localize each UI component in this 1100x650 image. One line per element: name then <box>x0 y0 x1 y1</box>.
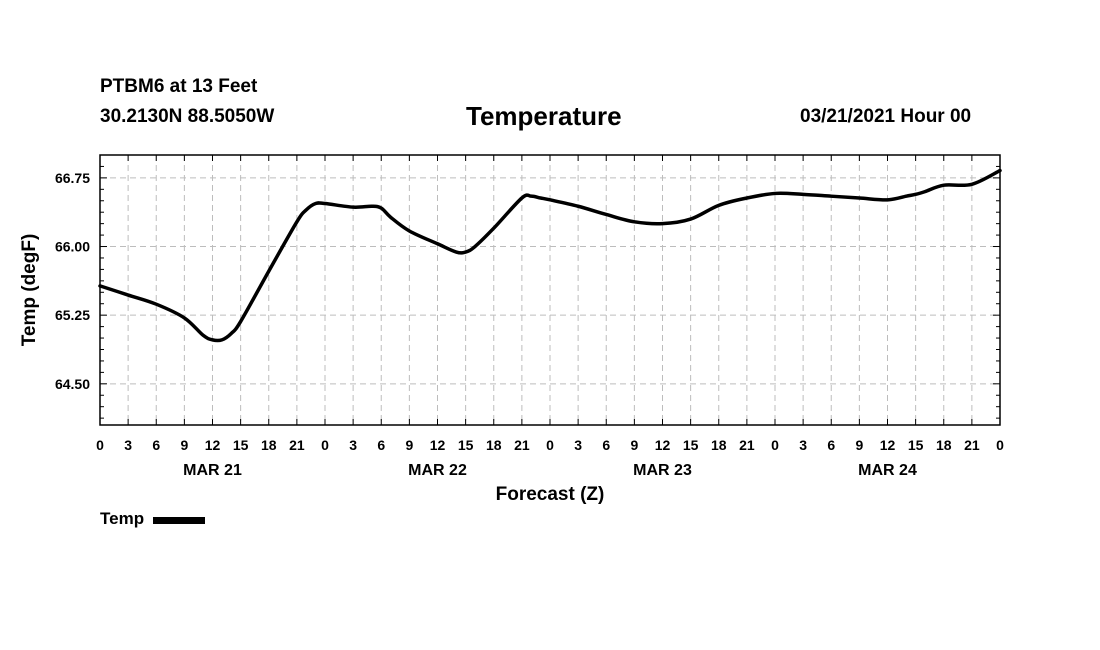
x-tick-label: 15 <box>458 437 474 453</box>
x-tick-label: 12 <box>880 437 896 453</box>
x-tick-label: 21 <box>739 437 755 453</box>
x-tick-label: 12 <box>205 437 221 453</box>
x-axis-label: Forecast (Z) <box>496 484 605 505</box>
y-tick-label: 66.75 <box>55 170 90 186</box>
x-tick-label: 0 <box>321 437 329 453</box>
x-tick-label: 9 <box>855 437 863 453</box>
x-tick-label: 0 <box>996 437 1004 453</box>
legend-label: Temp <box>100 509 145 528</box>
legend-line-swatch <box>153 516 206 524</box>
x-tick-label: 21 <box>514 437 530 453</box>
x-tick-label: 18 <box>486 437 502 453</box>
x-tick-label: 9 <box>405 437 413 453</box>
chart-title: Temperature <box>466 101 622 131</box>
coordinates-label: 30.2130N 88.5050W <box>100 106 275 127</box>
x-date-label: MAR 22 <box>408 462 467 479</box>
x-tick-label: 0 <box>546 437 554 453</box>
x-tick-label: 18 <box>261 437 277 453</box>
x-tick-label: 15 <box>683 437 699 453</box>
station-label: PTBM6 at 13 Feet <box>100 76 258 97</box>
x-tick-label: 6 <box>152 437 160 453</box>
x-date-label: MAR 21 <box>183 462 242 479</box>
y-tick-label: 66.00 <box>55 239 90 255</box>
x-date-label: MAR 23 <box>633 462 692 479</box>
x-tick-label: 6 <box>602 437 610 453</box>
x-tick-label: 9 <box>630 437 638 453</box>
x-tick-label: 12 <box>655 437 671 453</box>
x-tick-label: 18 <box>711 437 727 453</box>
series-line-temp <box>98 168 1002 343</box>
x-tick-label: 3 <box>124 437 132 453</box>
x-tick-label: 21 <box>289 437 305 453</box>
x-tick-label: 3 <box>349 437 357 453</box>
y-tick-label: 65.25 <box>55 307 90 323</box>
legend: Temp <box>100 509 206 529</box>
x-tick-label: 21 <box>964 437 980 453</box>
x-tick-label: 15 <box>233 437 249 453</box>
y-tick-label: 64.50 <box>55 376 90 392</box>
x-tick-label: 15 <box>908 437 924 453</box>
x-tick-label: 6 <box>377 437 385 453</box>
x-date-label: MAR 24 <box>858 462 917 479</box>
x-tick-label: 18 <box>936 437 952 453</box>
x-tick-label: 12 <box>430 437 446 453</box>
forecast-datetime: 03/21/2021 Hour 00 <box>800 106 972 127</box>
x-tick-label: 3 <box>574 437 582 453</box>
x-tick-label: 6 <box>827 437 835 453</box>
x-tick-label: 9 <box>180 437 188 453</box>
x-tick-label: 0 <box>96 437 104 453</box>
x-tick-label: 3 <box>799 437 807 453</box>
x-tick-label: 0 <box>771 437 779 453</box>
y-axis-label: Temp (degF) <box>19 234 40 347</box>
